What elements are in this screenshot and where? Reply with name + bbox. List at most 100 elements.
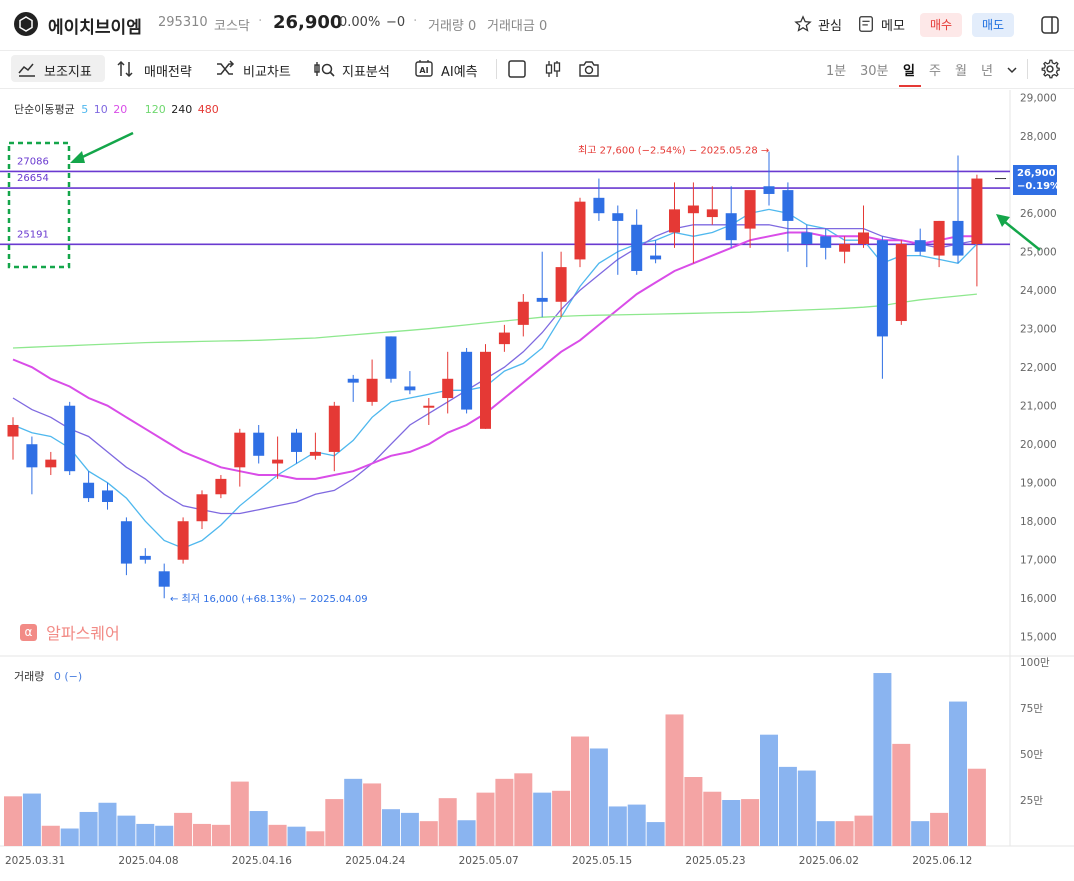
candle-up bbox=[215, 478, 227, 495]
alphasquare-logo-icon: α bbox=[20, 623, 37, 641]
dot-separator: · bbox=[258, 13, 263, 29]
compare-icon[interactable] bbox=[215, 59, 235, 79]
timeframe-day[interactable]: 일 bbox=[903, 64, 915, 79]
memo-label: 메모 bbox=[881, 19, 905, 34]
watermark: α 알파스퀘어 bbox=[20, 620, 120, 644]
price-tick-label: 23,000 bbox=[1020, 324, 1057, 336]
candle-up bbox=[498, 332, 510, 345]
ma-legend: 단순이동평균 5 10 20 120 240 480 bbox=[14, 101, 219, 117]
toolbar-compare-label[interactable]: 비교차트 bbox=[243, 65, 291, 80]
candle-down bbox=[876, 240, 888, 337]
volume-bar bbox=[117, 815, 136, 846]
volume-bar bbox=[552, 790, 571, 846]
volume-bar bbox=[930, 812, 949, 846]
timeframe-month[interactable]: 월 bbox=[955, 64, 967, 79]
timeframe-1min[interactable]: 1분 bbox=[826, 64, 847, 79]
volume-bar bbox=[211, 824, 230, 846]
analysis-icon[interactable] bbox=[313, 59, 335, 79]
timeframe-30min[interactable]: 30분 bbox=[860, 64, 889, 79]
volume-bar bbox=[949, 701, 967, 846]
volume-bar bbox=[967, 768, 986, 846]
volume-bar bbox=[892, 743, 911, 846]
volume-bar bbox=[684, 777, 703, 846]
volume-tick-label: 50만 bbox=[1020, 749, 1043, 761]
settings-gear-icon[interactable] bbox=[1039, 58, 1061, 80]
candle-type-icon[interactable] bbox=[543, 59, 563, 79]
annotation-arrow bbox=[73, 131, 134, 163]
price-tick-label: 24,000 bbox=[1020, 285, 1057, 297]
star-icon bbox=[794, 15, 812, 32]
price-tick-label: 16,000 bbox=[1020, 593, 1057, 605]
price-tick-label: 21,000 bbox=[1020, 401, 1057, 413]
candle-down bbox=[158, 571, 170, 587]
sell-button[interactable]: 매도 bbox=[972, 13, 1014, 37]
volume-bar bbox=[816, 821, 835, 846]
candle-up bbox=[177, 521, 189, 560]
price-tick-label: 29,000 bbox=[1020, 93, 1057, 105]
ma-line-120 bbox=[12, 293, 977, 349]
candle-down bbox=[763, 186, 775, 194]
volume-bar bbox=[589, 748, 608, 846]
camera-icon[interactable] bbox=[578, 59, 600, 79]
strategy-icon[interactable] bbox=[116, 59, 136, 79]
chevron-down-icon[interactable] bbox=[1005, 63, 1019, 77]
volume-bar bbox=[79, 811, 98, 846]
volume-bar bbox=[136, 823, 155, 846]
candle-down bbox=[650, 255, 662, 260]
volume-bar bbox=[419, 821, 438, 846]
square-icon[interactable] bbox=[507, 59, 527, 79]
volume-bar bbox=[249, 811, 268, 846]
timeframe-year[interactable]: 년 bbox=[981, 64, 993, 79]
timeframe-week[interactable]: 주 bbox=[929, 64, 941, 79]
candle-down bbox=[461, 351, 473, 410]
ai-icon[interactable]: AI bbox=[413, 59, 435, 79]
candle-up bbox=[858, 232, 869, 245]
candle-up bbox=[971, 178, 983, 245]
candle-down bbox=[120, 521, 132, 564]
price-tick-label: 19,000 bbox=[1020, 478, 1057, 490]
candle-down bbox=[64, 405, 76, 472]
candle-down bbox=[631, 224, 643, 271]
candle-up bbox=[744, 190, 756, 229]
arrow-head-icon bbox=[996, 214, 1010, 227]
indicator-icon bbox=[18, 63, 35, 77]
volume-bar bbox=[627, 804, 646, 846]
volume-legend-label: 거래량 bbox=[14, 670, 45, 683]
candle-down bbox=[291, 432, 302, 452]
volume-bar bbox=[230, 781, 249, 846]
volume-bar bbox=[835, 821, 854, 846]
volume-bar bbox=[911, 821, 930, 846]
volume-bar bbox=[646, 822, 665, 846]
memo-icon bbox=[859, 16, 873, 32]
change-percent: 0.00% bbox=[339, 15, 381, 30]
volume-bar bbox=[797, 770, 816, 846]
support-line-label: 27086 bbox=[17, 156, 49, 167]
annotation-arrow bbox=[999, 217, 1041, 251]
price-tick-label: 25,000 bbox=[1020, 247, 1057, 259]
ma-period-480: 480 bbox=[197, 103, 219, 116]
date-tick-label: 2025.03.31 bbox=[5, 855, 65, 867]
ma-line-10 bbox=[12, 224, 978, 515]
candle-up bbox=[272, 459, 284, 464]
stock-code: 295310 bbox=[158, 15, 208, 30]
volume-bar bbox=[4, 796, 22, 846]
ma-period-240: 240 bbox=[171, 103, 193, 116]
candle-down bbox=[801, 232, 813, 245]
timeframe-active-underline bbox=[899, 85, 921, 87]
highlight-box bbox=[7, 141, 71, 269]
toolbar-strategy-label[interactable]: 매매전략 bbox=[144, 65, 192, 80]
date-tick-label: 2025.05.23 bbox=[685, 855, 745, 867]
price-tick-label: 22,000 bbox=[1020, 362, 1057, 374]
ma-line-20 bbox=[12, 231, 977, 480]
buy-button[interactable]: 매수 bbox=[920, 13, 962, 37]
panel-toggle-icon[interactable] bbox=[1040, 15, 1060, 35]
volume-bar bbox=[608, 806, 627, 846]
candle-down bbox=[593, 197, 605, 214]
volume-bar bbox=[98, 802, 117, 846]
toolbar-analysis-label[interactable]: 지표분석 bbox=[342, 65, 390, 80]
candle-up bbox=[669, 209, 680, 233]
volume-bar bbox=[438, 798, 457, 846]
toolbar-ai-label[interactable]: AI예측 bbox=[441, 65, 478, 80]
candle-up bbox=[933, 220, 945, 256]
